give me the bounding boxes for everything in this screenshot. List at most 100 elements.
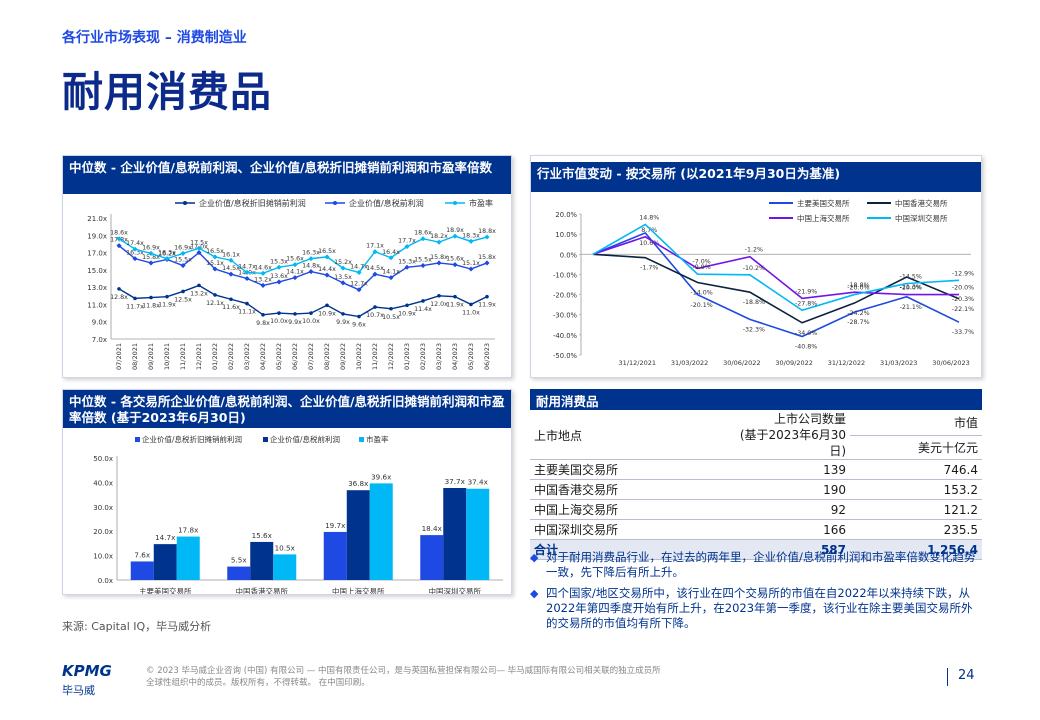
data-point: [373, 305, 377, 309]
data-label: -24.2%: [847, 310, 869, 317]
bar-value-label: 17.8x: [178, 526, 199, 535]
commentary-bullets: ◆ 对于耐用消费品行业，在过去的两年里，企业价值/息税前利润和市盈率倍数变化趋势…: [530, 550, 982, 637]
bar-value-label: 37.4x: [468, 478, 489, 487]
data-point: [340, 280, 346, 286]
data-label: 12.0x: [430, 301, 448, 308]
legend-label: 中国上海交易所: [797, 213, 850, 223]
data-point: [116, 243, 122, 249]
legend-label: 市盈率: [469, 198, 493, 208]
bullet-text: 对于耐用消费品行业，在过去的两年里，企业价值/息税前利润和市盈率倍数变化趋势一致…: [546, 550, 976, 579]
data-label: 9.8x: [256, 320, 270, 327]
x-tick-label: 06/2022: [291, 343, 299, 370]
legend-swatch: [135, 437, 140, 442]
y-tick-label: 9.0x: [92, 319, 107, 327]
data-point: [244, 269, 250, 275]
data-label: 14.1x: [286, 269, 304, 276]
data-label: 9.6x: [352, 322, 366, 329]
data-label: -18.8%: [743, 299, 765, 306]
data-label: 10.9x: [398, 310, 416, 317]
legend-marker: [453, 201, 457, 205]
legend-label: 企业价值/息税前利润: [270, 434, 340, 444]
data-label: -21.1%: [900, 304, 922, 311]
legend-label: 市盈率: [366, 434, 389, 444]
data-point: [197, 283, 201, 288]
bar: [443, 488, 467, 580]
data-label: -7.0%: [692, 258, 710, 265]
section-title: 各行业市场表现 – 消费制造业: [62, 30, 247, 46]
legend-marker: [183, 201, 187, 205]
data-point: [324, 272, 330, 278]
series-line: [592, 253, 960, 324]
data-label: 16.5x: [318, 248, 336, 255]
exchange-multiples-panel: 中位数 - 各交易所企业价值/息税前利润、企业价值/息税折旧摊销前利润和市盈率倍…: [62, 389, 512, 596]
bar: [130, 561, 154, 580]
header-location: 上市地点: [530, 411, 720, 460]
x-tick-label: 09/2022: [339, 343, 347, 370]
x-tick-label: 01/2023: [403, 343, 411, 370]
y-tick-label: -40.0%: [553, 332, 578, 340]
data-label: 17.5x: [190, 239, 208, 246]
data-label: 18.6x: [110, 230, 128, 237]
data-label: -9.9%: [692, 264, 710, 271]
data-label: -27.8%: [795, 300, 817, 307]
row-count: 190: [720, 479, 850, 500]
bar: [153, 544, 177, 580]
x-tick-label: 03/2023: [435, 343, 443, 370]
data-label: 11.7x: [126, 303, 144, 310]
data-point: [276, 279, 282, 285]
bar-value-label: 5.5x: [231, 556, 247, 565]
row-location: 中国香港交易所: [530, 479, 720, 500]
data-label: 17.7x: [398, 238, 416, 245]
data-point: [357, 314, 361, 319]
legend-swatch: [263, 437, 268, 442]
row-location: 主要美国交易所: [530, 459, 720, 480]
data-label: 15.8x: [430, 254, 448, 261]
data-label: 16.5x: [206, 248, 224, 255]
data-label: 17.1x: [366, 243, 384, 250]
data-point: [180, 250, 186, 256]
data-point: [452, 262, 458, 268]
table-row: 中国深圳交易所 166 235.5: [530, 519, 982, 540]
data-label: 14.6x: [254, 264, 272, 271]
bar-value-label: 36.8x: [348, 479, 369, 488]
y-tick-label: -50.0%: [553, 352, 578, 360]
category-label: 主要美国交易所: [139, 586, 192, 594]
data-point: [405, 303, 409, 308]
data-label: 16.3x: [158, 250, 176, 257]
header-value-2: 美元十亿元: [850, 435, 982, 461]
x-tick-label: 03/2022: [243, 343, 251, 370]
data-label: 11.8x: [142, 303, 160, 310]
data-label: 12.7x: [350, 281, 368, 288]
market-table-panel: 耐用消费品 上市地点 上市公司数量 (基于2023年6月30日) 市值 美元十亿…: [530, 389, 982, 560]
data-label: -20.0%: [900, 285, 922, 292]
y-tick-label: 0.0%: [560, 251, 578, 259]
data-point: [341, 312, 345, 316]
data-label: -21.9%: [795, 288, 817, 295]
data-label: -10.2%: [743, 265, 765, 272]
data-point: [261, 313, 265, 317]
x-tick-label: 10/2021: [163, 343, 171, 370]
total-count: 587: [720, 539, 850, 560]
x-tick-label: 10/2022: [355, 343, 363, 370]
data-point: [436, 239, 442, 245]
data-label: 15.6x: [446, 256, 464, 263]
row-count: 166: [720, 519, 850, 540]
data-label: -14.5%: [900, 273, 922, 280]
data-label: 14.8x: [302, 263, 320, 270]
data-label: 14.8%: [639, 214, 659, 221]
data-point: [421, 299, 425, 303]
data-point: [388, 275, 394, 281]
data-point: [468, 266, 474, 272]
data-point: [133, 296, 137, 301]
data-label: 18.8x: [478, 228, 496, 235]
data-label: 10.0x: [302, 318, 320, 325]
data-point: [149, 295, 153, 300]
y-tick-label: 30.0x: [93, 504, 113, 512]
data-label: 14.1x: [382, 269, 400, 276]
data-label: -33.7%: [952, 329, 974, 336]
data-label: -28.7%: [847, 319, 869, 326]
bar-value-label: 18.4x: [422, 524, 443, 533]
legend-marker: [333, 201, 337, 205]
bar-value-label: 39.6x: [371, 472, 392, 481]
data-label: 16.4x: [382, 249, 400, 256]
